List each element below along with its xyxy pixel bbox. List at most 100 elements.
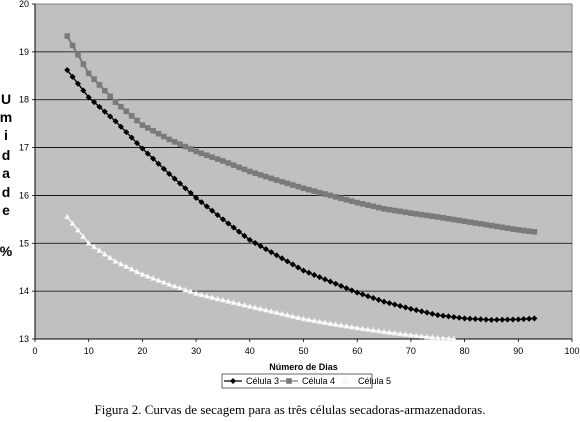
y-tick-label: 18 (19, 95, 29, 105)
data-point (112, 118, 119, 125)
series-marker (332, 194, 339, 200)
series-marker (316, 274, 323, 281)
series-marker (252, 304, 259, 311)
series-marker (365, 202, 371, 208)
series-marker (423, 309, 431, 316)
data-point (434, 312, 441, 319)
series-marker (161, 133, 167, 140)
series-marker (144, 125, 151, 131)
data-point (300, 185, 307, 192)
series-marker (278, 310, 286, 317)
data-point (139, 145, 146, 152)
series-marker (349, 198, 355, 204)
series-marker (107, 93, 113, 100)
series-marker (107, 254, 114, 261)
series-marker (520, 316, 527, 323)
series-marker (316, 189, 323, 196)
legend-item-2: Célula 4 (280, 376, 335, 386)
series-marker (182, 185, 189, 192)
series-marker (316, 318, 323, 325)
series-marker (499, 224, 505, 231)
data-point (85, 239, 92, 246)
y-tick-label: 17 (19, 143, 29, 153)
data-point (193, 148, 199, 155)
series-marker (322, 191, 328, 197)
data-point (407, 331, 415, 338)
series-marker (128, 134, 135, 141)
series-marker (440, 215, 446, 221)
series-marker (332, 280, 339, 287)
x-tick-label: 70 (406, 346, 416, 356)
series-3 (64, 213, 457, 342)
data-point (139, 122, 146, 128)
y-axis-title-char: a (2, 165, 10, 181)
plot-area (34, 3, 573, 340)
data-point (85, 94, 92, 101)
series-marker (128, 113, 135, 119)
data-point (112, 258, 119, 264)
series-marker (96, 103, 103, 110)
series-marker (391, 207, 398, 214)
series-marker (80, 87, 87, 94)
series-marker (510, 226, 516, 232)
series-marker (413, 307, 420, 314)
series-marker (69, 73, 76, 80)
series-marker (214, 212, 221, 219)
series-marker (101, 250, 108, 257)
legend-label: Célula 5 (358, 376, 391, 386)
data-point (515, 316, 522, 323)
data-point (488, 316, 495, 323)
series-marker (268, 308, 275, 314)
series-marker (80, 233, 87, 240)
series-marker (198, 150, 205, 157)
series-marker (144, 272, 151, 279)
series-marker (214, 156, 221, 162)
series-marker (268, 175, 275, 182)
series-marker (117, 260, 125, 267)
series-marker (209, 154, 216, 160)
series-marker (418, 332, 425, 339)
series-marker (96, 247, 103, 253)
data-point (219, 216, 226, 223)
series-marker (472, 315, 479, 323)
series-marker (176, 284, 184, 291)
data-point (380, 328, 388, 335)
legend-label: Célula 4 (302, 376, 335, 386)
data-point (354, 324, 361, 331)
series-marker (440, 312, 447, 319)
data-point (327, 192, 334, 199)
series-marker (182, 286, 189, 293)
series-marker (504, 225, 511, 231)
series-marker (257, 172, 264, 178)
series-marker (305, 269, 312, 276)
x-tick-label: 20 (137, 346, 147, 356)
series-marker (262, 306, 270, 313)
series-marker (160, 165, 167, 172)
x-tick-label: 30 (191, 346, 201, 356)
series-marker (236, 164, 242, 171)
legend-marker (286, 378, 292, 384)
series-marker (370, 295, 377, 302)
data-point (246, 303, 253, 309)
series-marker (311, 317, 318, 324)
data-point (381, 298, 388, 305)
data-point (407, 305, 414, 312)
series-marker (338, 195, 344, 202)
series-marker (413, 332, 420, 339)
series-marker (171, 139, 178, 145)
y-axis-title-char: U (1, 91, 11, 107)
series-marker (499, 316, 506, 323)
series-marker (96, 82, 103, 88)
series-marker (284, 311, 291, 318)
data-point (193, 194, 200, 201)
y-tick-label: 19 (19, 47, 29, 57)
data-point (354, 289, 361, 296)
series-marker (150, 155, 157, 162)
series-marker (91, 99, 98, 106)
legend-marker (341, 377, 349, 384)
data-point (166, 281, 173, 287)
series-marker (134, 117, 140, 124)
y-tick-label: 13 (19, 334, 29, 344)
series-marker (123, 108, 130, 115)
data-point (327, 320, 334, 326)
